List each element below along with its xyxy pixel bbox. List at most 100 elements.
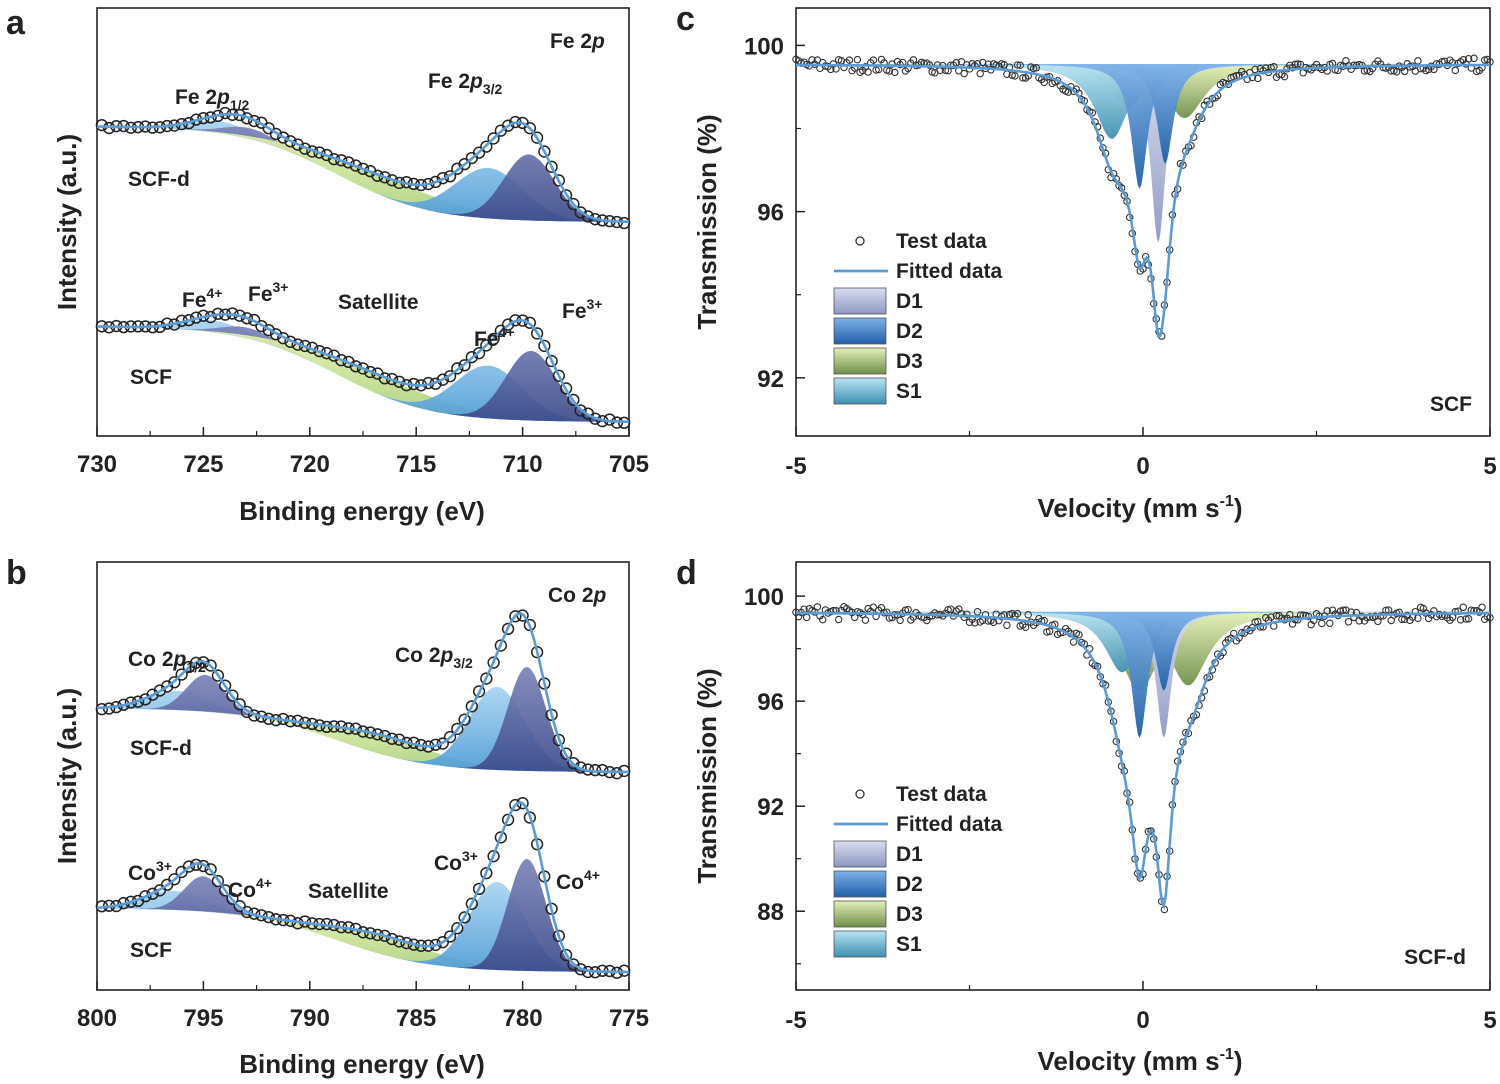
panel-d-test-data-point: [1395, 608, 1403, 617]
panel-d-test-data-point: [1478, 603, 1486, 611]
co4-right-label: Co4+: [556, 867, 600, 894]
panel-b-x-tick-label: 780: [503, 1005, 543, 1032]
panel-d-y-tick-label: 96: [757, 689, 784, 716]
panel-c-test-data-point: [1011, 72, 1019, 80]
panel-b-x-tick-label: 775: [609, 1005, 649, 1032]
panel-b-scf-data-point: [465, 897, 478, 910]
panel-a-scf-d-data-point: [472, 146, 486, 159]
panel-b-scf-data-point: [552, 929, 566, 943]
co4-left-label: Co4+: [228, 875, 272, 902]
co3-right-label: Co3+: [434, 848, 478, 875]
panel-c-test-data-point: [1294, 60, 1302, 68]
panel-b-scf-d-data-point: [189, 656, 203, 669]
panel-a-x-tick-label: 705: [609, 451, 649, 478]
panel-b-scf-data-point: [233, 900, 246, 913]
panel-d-legend-label: D3: [896, 903, 923, 926]
panel-c-test-data-point: [1400, 67, 1409, 76]
panel-a-x-axis-title: Binding energy (eV): [239, 496, 485, 526]
panel-d-test-data-point: [1344, 618, 1353, 626]
panel-a-scf-data-point: [567, 393, 580, 407]
panel-b-scf-data-point: [443, 930, 457, 943]
panel-b-scf-component-satellite: [97, 908, 629, 972]
panel-label-a: a: [6, 4, 26, 42]
panel-d-legend-swatch-d2: [833, 870, 887, 898]
panel-a-scf-data-point: [356, 362, 370, 375]
panel-a-scf-d-component-fe3plus: [97, 126, 629, 222]
panel-d-test-data-point: [1230, 629, 1238, 638]
panel-a-scf-data-point: [349, 360, 362, 373]
panel-c-mossbauer-scf: -5 0 5 100 96 92 Test data Fitted data D1 D2 D3 S1…: [692, 7, 1497, 523]
panel-c-y-tick-label: 100: [744, 33, 784, 60]
panel-a-scf-data-point: [255, 319, 268, 333]
panel-c-test-data-point: [1470, 54, 1478, 63]
panel-a-scf-data-point: [494, 324, 507, 337]
panel-a-scf-d-data-point: [458, 157, 471, 171]
panel-a-scf-data-point: [487, 332, 500, 346]
panel-d-test-data-point: [1013, 609, 1022, 618]
satellite-label-a: Satellite: [338, 291, 419, 314]
panel-c-test-data-point: [1387, 67, 1395, 75]
panel-b-scf-data-point: [509, 798, 522, 812]
panel-b-scf-d-data-point: [559, 747, 573, 760]
panel-b-element-label: Co 2p: [548, 584, 607, 607]
panel-b-y-axis-title: Intensity (a.u.): [52, 688, 82, 864]
panel-a-scf-d-data-point: [436, 172, 449, 185]
panel-a-scf-d-data-point: [487, 132, 500, 145]
panel-c-legend-label: D1: [896, 290, 923, 313]
panel-d-test-data-point: [1459, 603, 1468, 612]
panel-d-test-data-point: [1075, 630, 1083, 639]
panel-b-scf-d-data-point: [233, 698, 246, 711]
panel-b-scf-d-data-point: [574, 761, 587, 774]
panel-b-scf-d-component-satellite: [97, 708, 629, 772]
panel-b-scf-data-point: [211, 874, 225, 888]
panel-b-scf-d-data-point: [501, 622, 515, 636]
panel-b-scf-d-data-point: [436, 737, 449, 750]
panel-a-scf-data-point: [335, 354, 348, 367]
scf-d-label-b: SCF-d: [130, 737, 192, 760]
panel-a-scf-data-point: [552, 369, 566, 382]
panel-c-test-data-point: [1016, 61, 1024, 69]
panel-c-component-d2: [796, 64, 1490, 189]
panel-a-scf-data-point: [269, 328, 283, 341]
panel-b-scf-d-data-point: [458, 713, 471, 726]
panel-c-test-data-point: [1032, 64, 1040, 72]
panel-b-scf-data-point: [226, 892, 239, 905]
scf-label-a: SCF: [130, 366, 172, 389]
panel-d-test-data-point: [963, 610, 971, 618]
panel-a-scf-data-point: [559, 382, 573, 395]
panel-a-scf-component-fe3plus: [97, 326, 629, 422]
panel-a-scf-d-data-point: [320, 148, 333, 162]
panel-c-legend-swatch-d3: [833, 347, 887, 375]
panel-a-scf-d-data-point: [618, 216, 631, 230]
panel-a-scf-data-point: [364, 365, 377, 379]
panel-label-d: d: [676, 554, 697, 592]
panel-d-test-data-point: [802, 613, 811, 622]
panel-a-xps-fe: Fe 2p Fe 2p1/2 Fe 2p3/2 SCF-d Fe4+ Fe3+ …: [52, 7, 649, 526]
panel-c-sample-label: SCF: [1430, 393, 1472, 416]
panel-b-scf-data-point: [487, 850, 500, 863]
panel-a-scf-d-data-point: [349, 159, 362, 172]
panel-a-scf-data-point: [538, 339, 551, 353]
panel-b-scf-d-data-point: [472, 685, 486, 698]
scf-label-b: SCF: [130, 939, 172, 962]
panel-b-scf-data-point: [146, 887, 159, 900]
panel-c-test-data-point: [1291, 60, 1299, 69]
co-2p32-label: Co 2p3/2: [395, 644, 473, 671]
panel-b-scf-d-data-point: [160, 680, 174, 693]
panel-a-scf-d-data-point: [545, 160, 558, 173]
panel-d-test-data-point: [1326, 619, 1334, 628]
panel-d-test-data-point: [1267, 613, 1275, 621]
co3-left-label: Co3+: [128, 858, 172, 885]
panel-b-scf-d-data-point: [494, 639, 507, 652]
panel-d-test-data-point: [971, 619, 979, 627]
panel-a-scf-d-data-point: [523, 122, 537, 135]
panel-d-test-data-point: [1456, 616, 1465, 624]
panel-a-x-tick-label: 715: [396, 451, 436, 478]
panel-a-scf-data-point: [545, 354, 558, 368]
panel-a-scf-d-data-point: [248, 114, 261, 128]
panel-label-c: c: [676, 0, 695, 38]
panel-c-test-data-point: [1464, 54, 1473, 63]
panel-c-legend-label: Fitted data: [896, 260, 1002, 283]
panel-b-scf-d-component-co4plus: [97, 667, 629, 772]
panel-a-scf-d-data-point: [356, 162, 370, 175]
